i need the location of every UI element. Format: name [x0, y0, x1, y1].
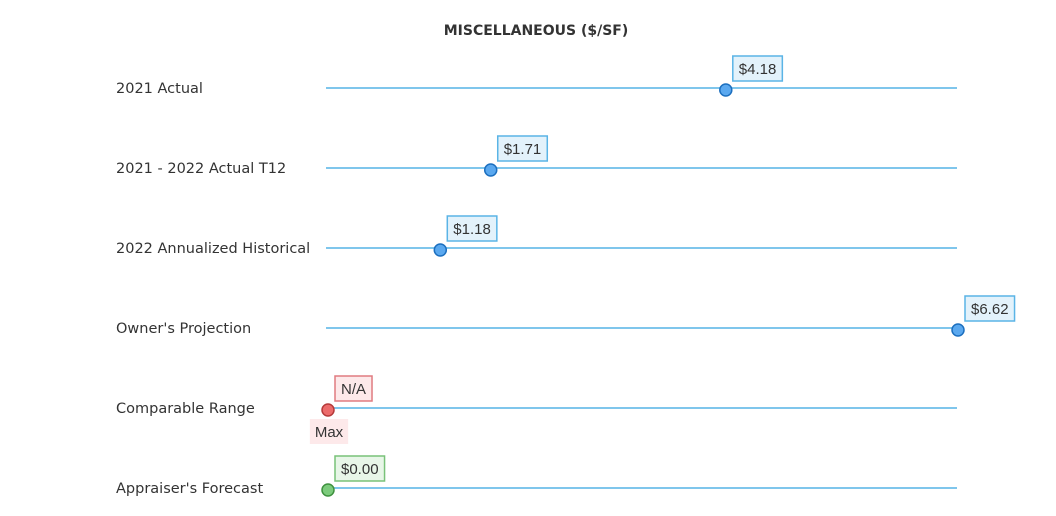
data-point[interactable]	[951, 323, 965, 337]
chart-row: Comparable Range N/A Max	[116, 375, 957, 444]
value-label-box	[964, 295, 1016, 322]
data-label: $1.71	[496, 135, 549, 162]
category-label: 2021 Actual	[116, 81, 203, 97]
chart-title: MISCELLANEOUS ($/SF)	[444, 23, 629, 39]
data-label: N/A	[334, 375, 373, 402]
value-label-box	[446, 215, 498, 242]
chart-row: Owner's Projection $6.62	[116, 295, 1016, 337]
value-label-text: $6.62	[971, 301, 1009, 318]
value-label-text: $4.18	[739, 61, 777, 78]
data-point[interactable]	[321, 483, 335, 497]
chart-row: 2021 - 2022 Actual T12 $1.71	[116, 135, 957, 177]
data-label: $4.18	[732, 55, 784, 82]
value-label-text: $1.71	[504, 141, 542, 158]
sub-label-box	[309, 419, 349, 444]
category-label: Comparable Range	[116, 401, 255, 417]
value-label-box	[496, 135, 549, 162]
chart-row: 2021 Actual $4.18	[116, 55, 957, 97]
data-point[interactable]	[321, 403, 335, 417]
category-label: Owner's Projection	[116, 321, 251, 337]
sub-label: Max	[309, 419, 349, 444]
sub-label-text: Max	[315, 424, 344, 441]
chart-row: Appraiser's Forecast $0.00	[116, 455, 957, 497]
data-label: $6.62	[964, 295, 1016, 322]
chart-rows: 2021 Actual $4.18 2021 - 2022 Actual T12 $1…	[116, 55, 1016, 497]
category-label: Appraiser's Forecast	[116, 481, 263, 497]
chart-row: 2022 Annualized Historical $1.18	[116, 215, 957, 257]
value-label-text: $1.18	[453, 221, 491, 238]
value-label-box	[334, 375, 373, 402]
data-label: $1.18	[446, 215, 498, 242]
value-label-box	[334, 455, 386, 482]
data-label: $0.00	[334, 455, 386, 482]
value-label-text: N/A	[341, 381, 366, 398]
data-point[interactable]	[433, 243, 448, 257]
category-label: 2021 - 2022 Actual T12	[116, 161, 286, 177]
value-label-box	[732, 55, 784, 82]
data-point[interactable]	[719, 83, 733, 97]
category-label: 2022 Annualized Historical	[116, 241, 310, 257]
value-label-text: $0.00	[341, 461, 379, 478]
data-point[interactable]	[483, 163, 498, 177]
